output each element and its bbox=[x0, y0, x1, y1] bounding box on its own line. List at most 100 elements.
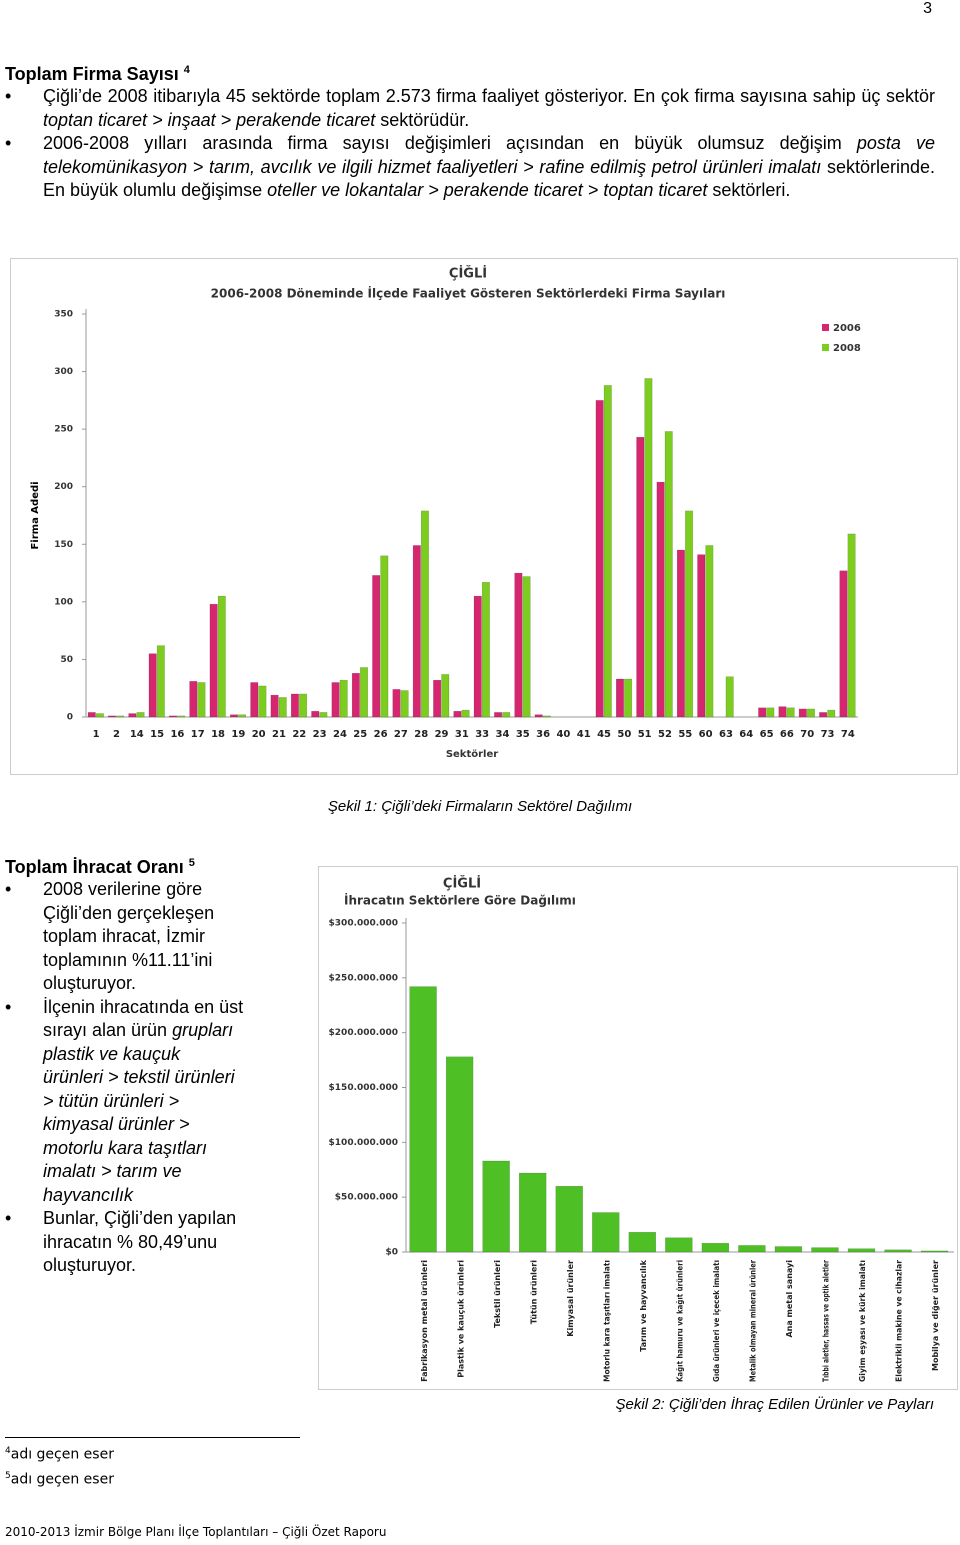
bullet-text: sektörüdür. bbox=[375, 109, 470, 130]
bar bbox=[514, 572, 523, 718]
x-axis-label: Sektörler bbox=[446, 749, 498, 760]
x-tick-label: 17 bbox=[191, 729, 205, 740]
bar bbox=[656, 481, 665, 718]
x-tick-label: 15 bbox=[150, 729, 164, 740]
bar bbox=[351, 672, 360, 718]
bar bbox=[774, 1246, 803, 1253]
footnote-mark: 4 bbox=[5, 1446, 11, 1456]
x-tick-label: 21 bbox=[272, 729, 286, 740]
footnote-rule bbox=[5, 1437, 300, 1438]
bar bbox=[542, 715, 551, 718]
x-tick-label: Plastik ve kauçuk ürünleri bbox=[456, 1260, 465, 1378]
bar bbox=[445, 1056, 474, 1253]
bar bbox=[169, 715, 178, 718]
chart-title: ÇİĞLİ bbox=[443, 876, 481, 892]
x-tick-label: Ana metal sanayi bbox=[785, 1260, 794, 1338]
x-tick-label: 45 bbox=[597, 729, 611, 740]
bar bbox=[95, 713, 104, 718]
x-tick-label: 14 bbox=[130, 729, 144, 740]
section-heading: Toplam Firma Sayısı 4 bbox=[5, 64, 935, 85]
x-tick-label: Metalik olmayan mineral ürünler bbox=[749, 1260, 758, 1382]
bar bbox=[409, 986, 437, 1253]
bar bbox=[319, 712, 328, 718]
x-tick-label: 18 bbox=[211, 729, 225, 740]
bar bbox=[806, 708, 815, 718]
bar bbox=[920, 1250, 949, 1253]
bar bbox=[433, 679, 442, 718]
bar bbox=[847, 533, 856, 718]
bullet-text: sektörlerinde. En büyük olumlu değişimse bbox=[43, 156, 935, 201]
y-tick-label: 200 bbox=[54, 482, 73, 492]
heading-text: Toplam İhracat Oranı bbox=[5, 857, 184, 877]
x-tick-label: 33 bbox=[475, 729, 489, 740]
y-tick-label: 300 bbox=[54, 367, 73, 377]
footnote: 4adı geçen eser bbox=[5, 1446, 114, 1463]
footnote-ref: 4 bbox=[183, 64, 190, 76]
x-tick-label: Tütün ürünleri bbox=[529, 1260, 538, 1325]
x-tick-label: 63 bbox=[719, 729, 733, 740]
bar bbox=[705, 545, 714, 718]
bar bbox=[229, 714, 238, 718]
section: Toplam İhracat Oranı 5 2008 verilerine g… bbox=[5, 857, 305, 1278]
bar bbox=[339, 679, 348, 718]
x-tick-label: 1 bbox=[93, 729, 100, 740]
bar bbox=[420, 510, 429, 718]
bullet: Çiğli’de 2008 itibarıyla 45 sektörde top… bbox=[0, 85, 935, 132]
bar bbox=[148, 653, 157, 718]
bar bbox=[697, 554, 706, 718]
x-tick-label: 40 bbox=[556, 729, 570, 740]
bullet-text: Çiğli’de 2008 itibarıyla 45 sektörde top… bbox=[43, 86, 935, 106]
bar bbox=[778, 706, 787, 718]
bar bbox=[412, 545, 421, 718]
bar bbox=[197, 682, 206, 718]
x-tick-label: 2 bbox=[113, 729, 120, 740]
bar bbox=[278, 697, 287, 718]
bar bbox=[615, 678, 624, 718]
x-tick-label: Tıbbi aletler, hassas ve optik aletler bbox=[822, 1260, 831, 1382]
footnote: 5adı geçen eser bbox=[5, 1471, 114, 1488]
y-tick-label: $250.000.000 bbox=[329, 973, 398, 983]
x-tick-label: 20 bbox=[252, 729, 266, 740]
y-tick-label: 350 bbox=[54, 310, 73, 320]
bar bbox=[738, 1245, 766, 1253]
x-tick-label: 50 bbox=[617, 729, 631, 740]
x-tick-label: 51 bbox=[638, 729, 652, 740]
page-number: 3 bbox=[923, 0, 932, 17]
bar bbox=[819, 712, 828, 718]
chart-subtitle: 2006-2008 Döneminde İlçede Faaliyet Göst… bbox=[211, 286, 726, 301]
bullet-text: oteller ve lokantalar > perakende ticare… bbox=[267, 180, 708, 200]
x-tick-label: 41 bbox=[577, 729, 591, 740]
bar bbox=[494, 712, 503, 718]
bar bbox=[380, 555, 389, 718]
bar bbox=[725, 676, 734, 718]
x-tick-label: 34 bbox=[496, 729, 510, 740]
footer: 2010-2013 İzmir Bölge Planı İlçe Toplant… bbox=[5, 1525, 387, 1539]
bar bbox=[372, 575, 381, 718]
x-tick-label: Gıda ürünleri ve içecek imalatı bbox=[712, 1260, 721, 1382]
x-tick-label: 64 bbox=[739, 729, 753, 740]
bullet: Bunlar, Çiğli’den yapılan ihracatın % 80… bbox=[0, 1207, 245, 1278]
x-tick-label: 28 bbox=[414, 729, 428, 740]
bar bbox=[156, 645, 165, 718]
bar bbox=[400, 690, 409, 718]
bar bbox=[270, 694, 279, 718]
bar bbox=[441, 674, 450, 718]
legend-label: 2008 bbox=[833, 343, 861, 354]
x-tick-label: 55 bbox=[678, 729, 692, 740]
x-tick-label: 23 bbox=[313, 729, 327, 740]
x-tick-label: 52 bbox=[658, 729, 672, 740]
caption: Şekil 1: Çiğli’deki Firmaların Sektörel … bbox=[327, 798, 633, 815]
x-tick-label: 24 bbox=[333, 729, 347, 740]
bar bbox=[217, 595, 226, 718]
bar bbox=[299, 693, 308, 718]
bar bbox=[839, 570, 848, 718]
bar bbox=[758, 707, 767, 718]
bar bbox=[473, 595, 482, 718]
x-tick-label: Motorlu kara taşıtları imalatı bbox=[602, 1260, 611, 1382]
bar bbox=[603, 385, 612, 718]
legend-swatch bbox=[822, 344, 829, 351]
bar bbox=[128, 713, 137, 718]
bullet: İlçenin ihracatında en üst sırayı alan ü… bbox=[0, 996, 245, 1208]
